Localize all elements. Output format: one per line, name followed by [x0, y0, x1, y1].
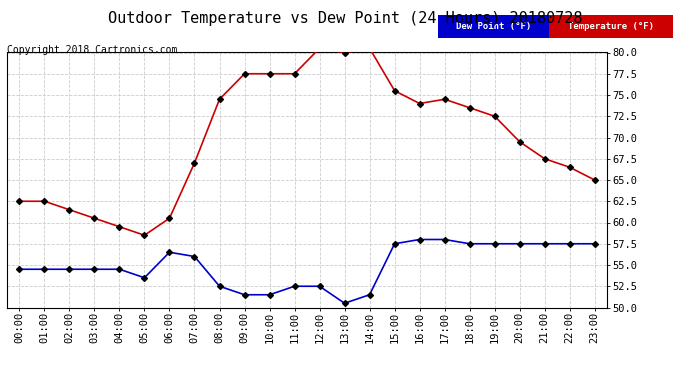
Text: Copyright 2018 Cartronics.com: Copyright 2018 Cartronics.com [7, 45, 177, 55]
Text: Dew Point (°F): Dew Point (°F) [455, 22, 531, 31]
Text: Temperature (°F): Temperature (°F) [568, 22, 653, 31]
Text: Outdoor Temperature vs Dew Point (24 Hours) 20180728: Outdoor Temperature vs Dew Point (24 Hou… [108, 11, 582, 26]
